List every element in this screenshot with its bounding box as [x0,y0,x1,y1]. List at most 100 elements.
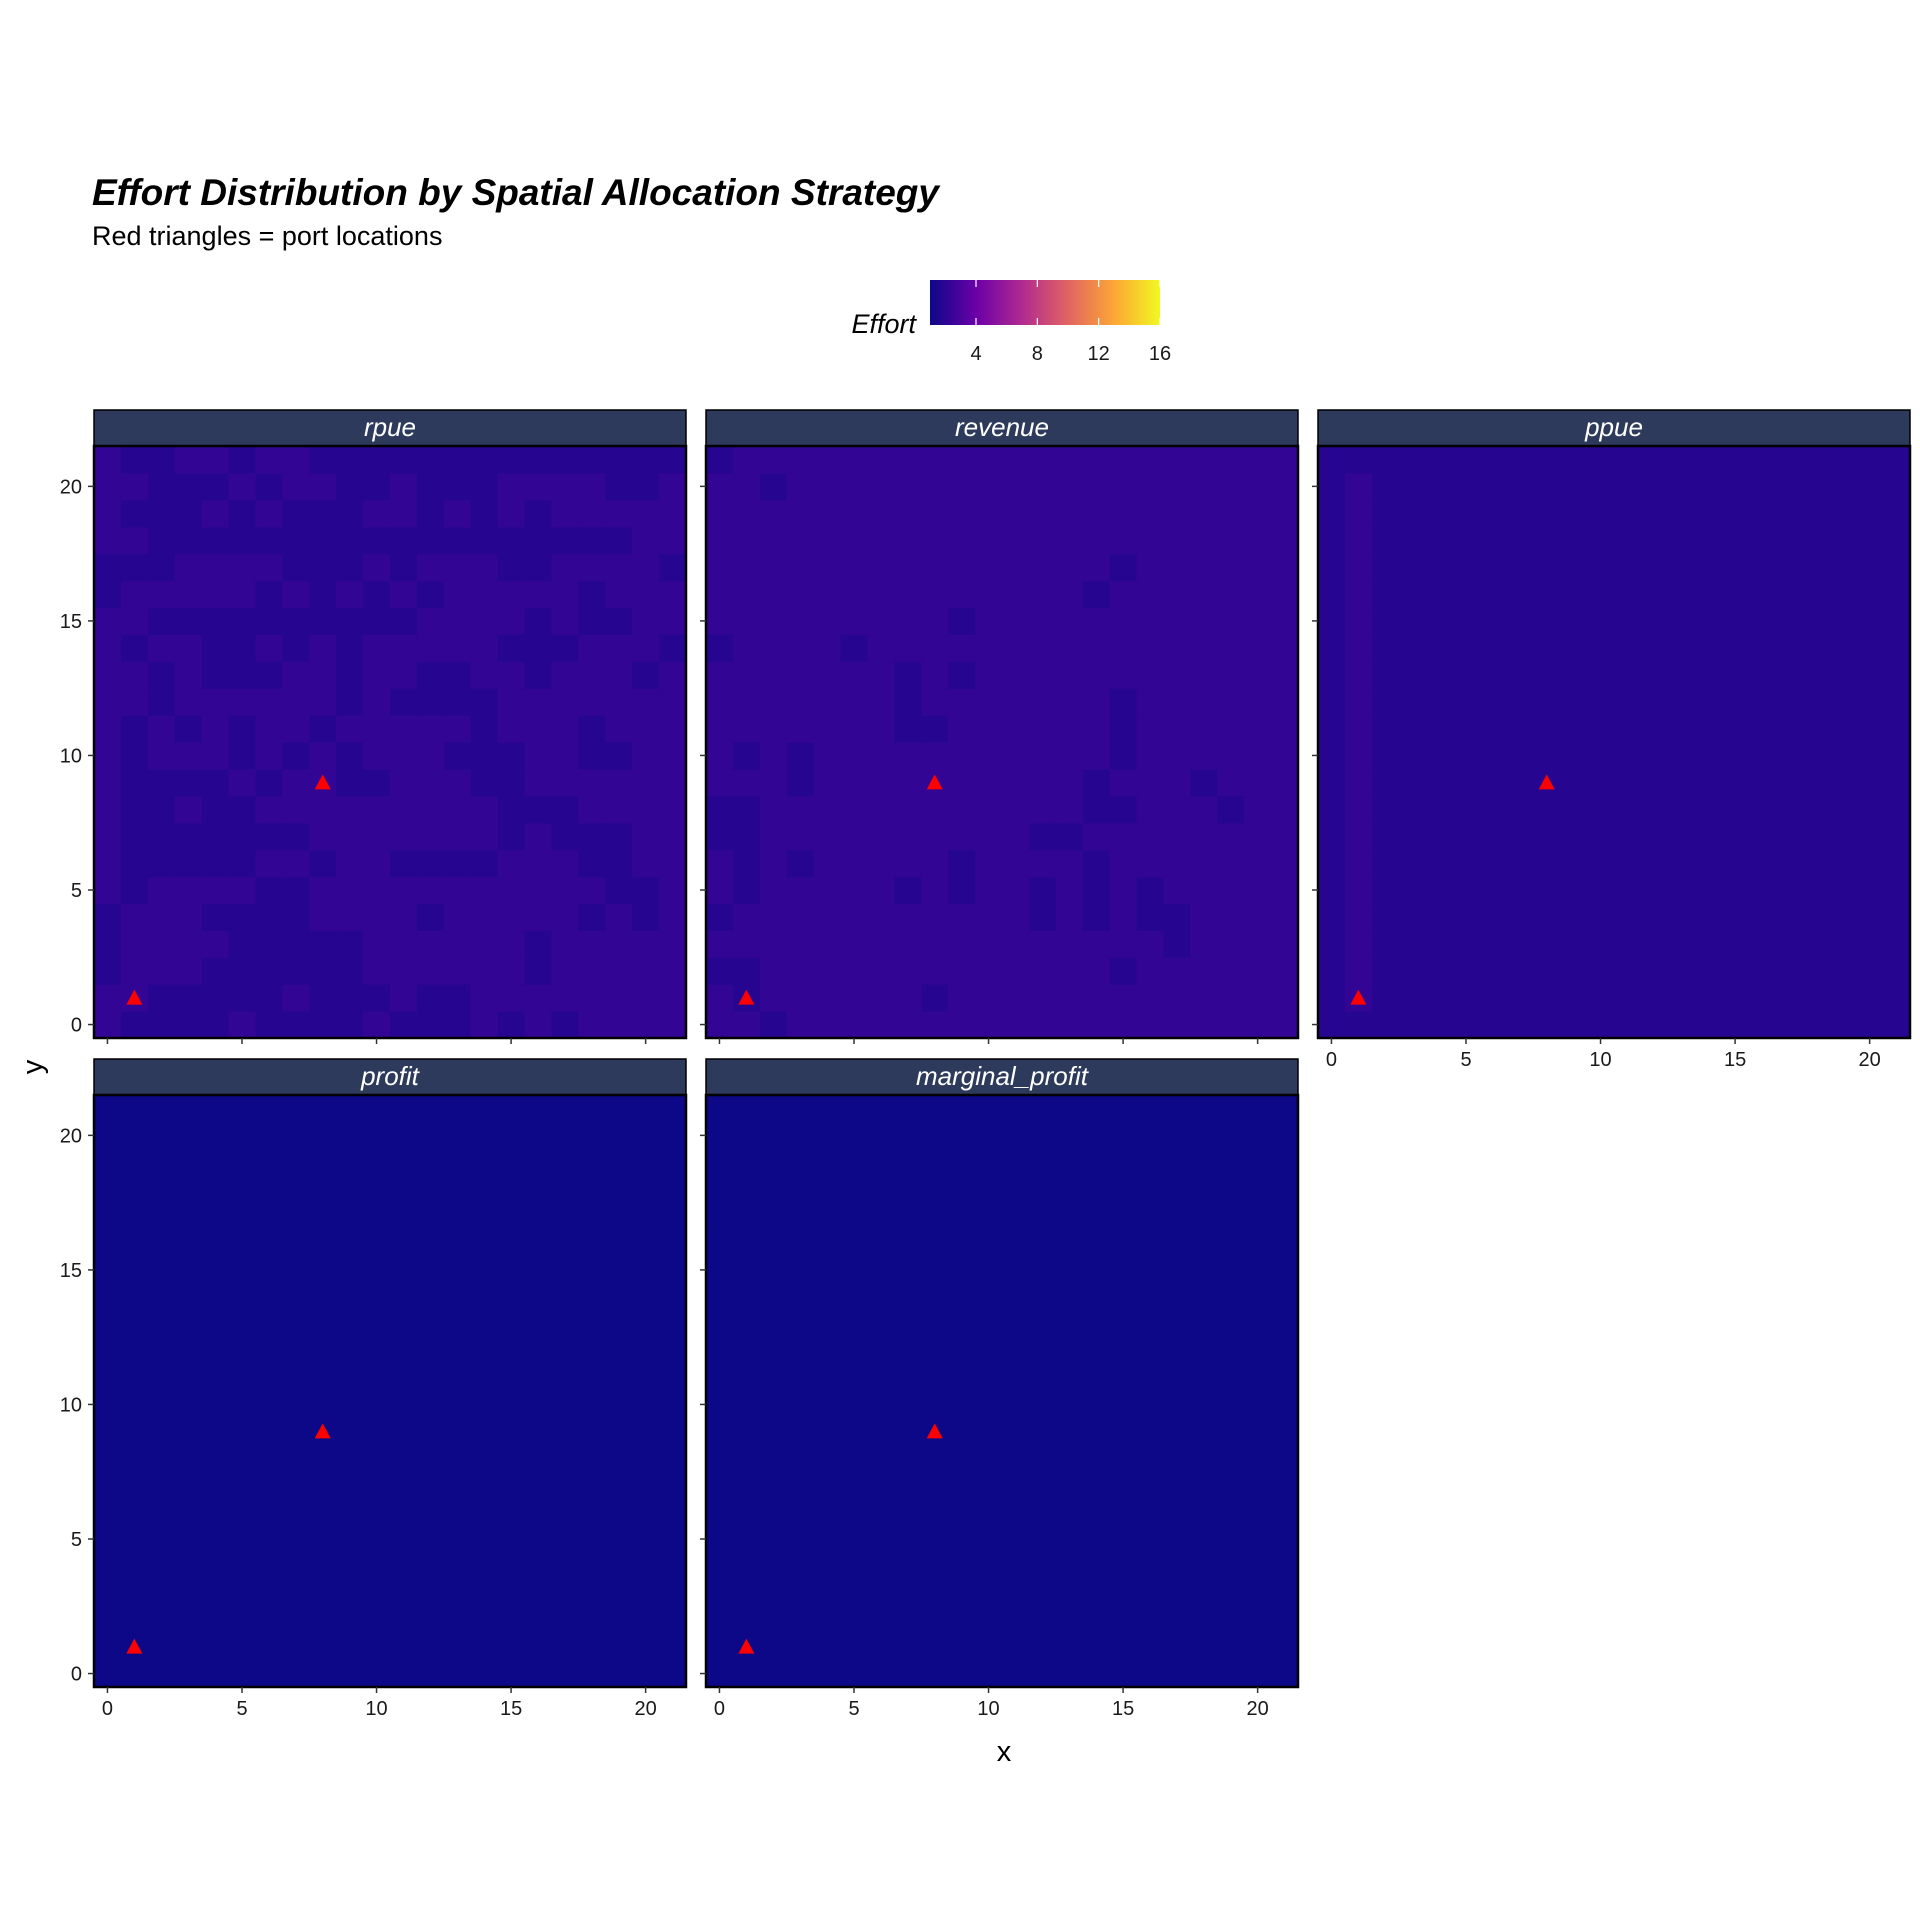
heatmap-tile [309,742,337,770]
heatmap-tile [470,742,499,770]
heatmap-tile [1190,1148,1218,1177]
heatmap-tile [840,1498,869,1527]
heatmap-tile [921,742,949,770]
heatmap-tile [840,1525,869,1554]
heatmap-tile [1775,446,1803,474]
heatmap-tile [94,1498,122,1527]
heatmap-tile [551,1444,579,1473]
heatmap-tile [659,903,687,931]
heatmap-tile [813,1498,842,1527]
heatmap-tile [336,661,364,689]
heatmap-tile [120,499,149,528]
heatmap-tile [813,903,842,931]
port-marker [926,1423,943,1439]
port-marker [1538,774,1555,790]
heatmap-tile [363,1391,391,1419]
heatmap-tile [1667,634,1696,662]
heatmap-tile [174,1552,203,1580]
heatmap-tile [1082,984,1111,1012]
heatmap-tile [632,634,660,662]
heatmap-tile [894,1202,922,1231]
heatmap-tile [1775,768,1803,797]
heatmap-tile [605,1552,633,1580]
heatmap-tile [706,849,734,878]
heatmap-tile [1829,984,1857,1012]
heatmap-tile [894,984,922,1012]
heatmap-tile [551,1095,579,1123]
heatmap-tile [1721,930,1750,958]
heatmap-tile [1244,607,1272,635]
heatmap-tile [659,1148,687,1177]
heatmap-tile [1109,1633,1138,1661]
heatmap-tile [282,1337,310,1365]
heatmap-tile [390,1471,418,1500]
heatmap-tile [1371,472,1400,501]
heatmap-tile [1136,742,1165,770]
heatmap-tile [632,1202,660,1231]
heatmap-tile [1667,984,1696,1012]
heatmap-tile [1244,1310,1272,1338]
heatmap-tile [786,1417,815,1446]
heatmap-tile [578,1606,606,1634]
heatmap-tile [659,715,687,743]
heatmap-tile [363,849,391,878]
heatmap-tile [1244,1498,1272,1527]
heatmap-tile [840,1121,869,1150]
heatmap-tile [1028,795,1057,824]
heatmap-tile [1829,876,1857,905]
heatmap-tile [1560,607,1588,635]
heatmap-tile [282,634,310,662]
heatmap-tile [1109,1471,1138,1500]
heatmap-tile [1506,849,1534,878]
heatmap-tile [1721,661,1750,689]
heatmap-tile [759,1525,788,1554]
heatmap-tile [524,1606,553,1634]
heatmap-tile [470,1606,499,1634]
heatmap-tile [201,1310,230,1338]
heatmap-tile [416,768,445,797]
heatmap-tile [147,1552,176,1580]
heatmap-tile [120,849,149,878]
heatmap-tile [659,984,687,1012]
heatmap-tile [551,1525,579,1554]
heatmap-tile [147,634,176,662]
heatmap-tile [94,1202,122,1231]
heatmap-tile [1028,1391,1057,1419]
heatmap-tile [443,1364,472,1392]
heatmap-tile [363,768,391,797]
heatmap-tile [120,1660,149,1688]
heatmap-tile [524,1471,553,1500]
heatmap-tile [605,499,633,528]
heatmap-tile [470,876,499,905]
heatmap-tile [1082,446,1111,474]
heatmap-tile [1748,822,1777,851]
heatmap-tile [470,1498,499,1527]
heatmap-tile [94,1229,122,1258]
heatmap-tile [497,553,526,582]
heatmap-tile [363,1417,391,1446]
heatmap-tile [975,1337,1003,1365]
heatmap-tile [1163,1202,1191,1231]
heatmap-tile [363,526,391,555]
heatmap-tile [706,1471,734,1500]
heatmap-tile [867,768,895,797]
y-tick-label: 10 [60,745,82,767]
heatmap-tile [659,1660,687,1688]
heatmap-tile [867,1444,895,1473]
heatmap-tile [336,1471,364,1500]
heatmap-tile [470,984,499,1012]
heatmap-tile [147,1579,176,1607]
heatmap-tile [1667,715,1696,743]
heatmap-tile [1371,957,1400,985]
heatmap-tile [1028,1011,1057,1039]
heatmap-tile [497,446,526,474]
heatmap-tile [732,472,761,501]
heatmap-tile [975,1660,1003,1688]
heatmap-tile [551,849,579,878]
heatmap-tile [813,499,842,528]
heatmap-tile [120,688,149,716]
heatmap-tile [1398,930,1427,958]
heatmap-tile [443,1175,472,1204]
heatmap-tile [867,903,895,931]
heatmap-tile [975,1391,1003,1419]
